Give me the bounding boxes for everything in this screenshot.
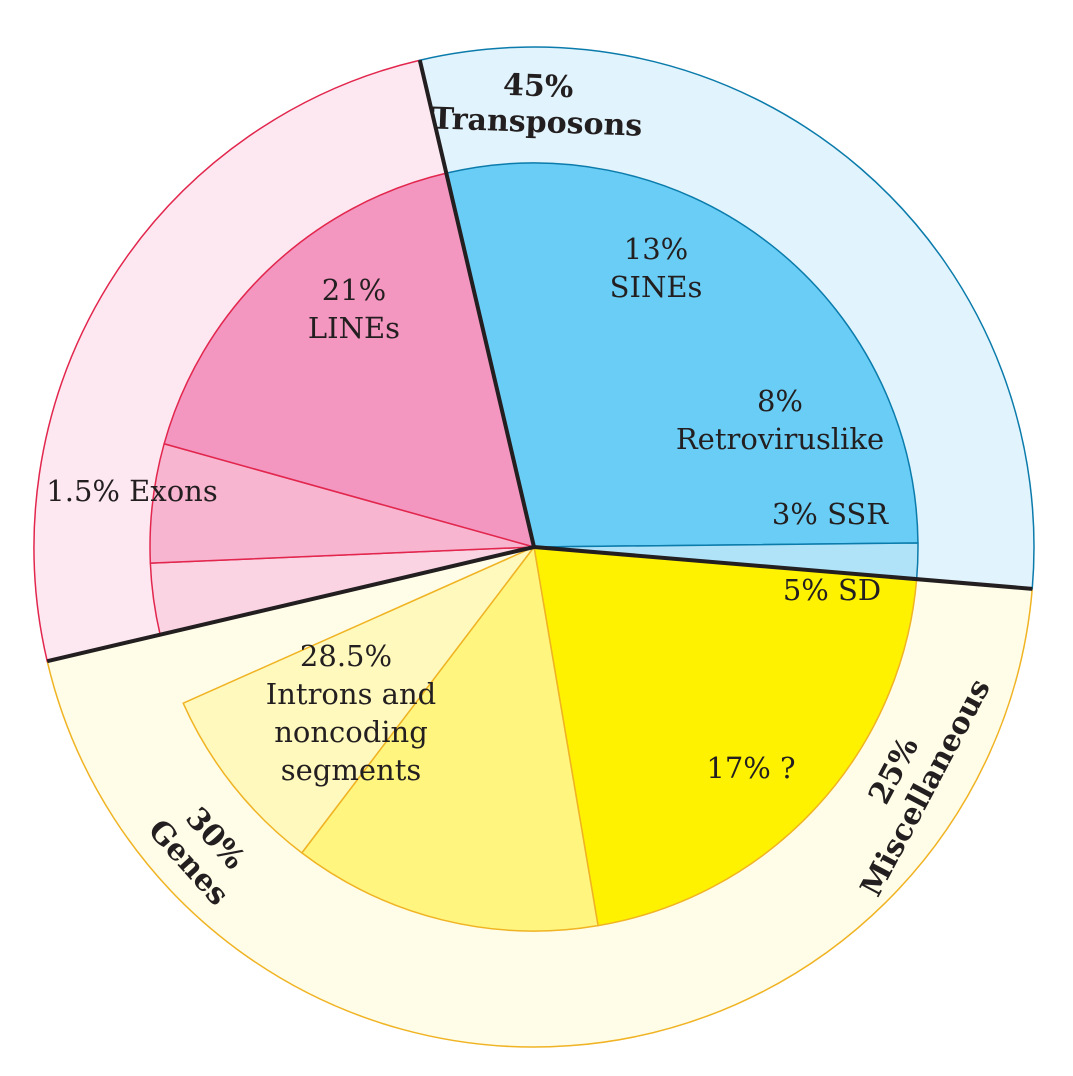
label-exons: 1.5% Exons: [46, 474, 217, 508]
inner-pie: [149, 162, 919, 932]
label-unknown: 17% ?: [706, 751, 795, 785]
inner-slice-lines: [533, 546, 918, 927]
category-label-transposons: 45% Transposons: [431, 68, 643, 144]
label-introns-line-3: segments: [281, 753, 421, 787]
label-sines-pct: 13%: [624, 232, 688, 266]
divider-transposons: [533, 545, 1033, 591]
divider-genes: [417, 59, 536, 548]
inner-slice-unknown: [163, 172, 535, 548]
inner-slice-sines: [301, 546, 599, 932]
label-retroviruslike-name: Retroviruslike: [676, 422, 884, 456]
label-introns-line-2: noncoding: [274, 715, 428, 749]
label-lines-pct: 21%: [322, 273, 386, 307]
inner-slice-introns-and-noncoding-segments: [445, 162, 919, 548]
label-ssr: 3% SSR: [772, 497, 889, 531]
label-introns-pct: 28.5%: [300, 639, 392, 673]
category-transposons-name: Transposons: [431, 101, 643, 143]
label-introns-line-1: Introns and: [266, 677, 436, 711]
divider-miscellaneous: [46, 545, 535, 664]
label-sd: 5% SD: [783, 573, 881, 607]
category-transposons-pct: 45%: [503, 68, 574, 105]
category-dividers: [46, 59, 1033, 664]
inner-slice-retroviruslike: [182, 546, 535, 854]
label-retroviruslike-pct: 8%: [757, 384, 803, 418]
label-sines-name: SINEs: [610, 270, 703, 304]
label-lines-name: LINEs: [308, 311, 400, 345]
